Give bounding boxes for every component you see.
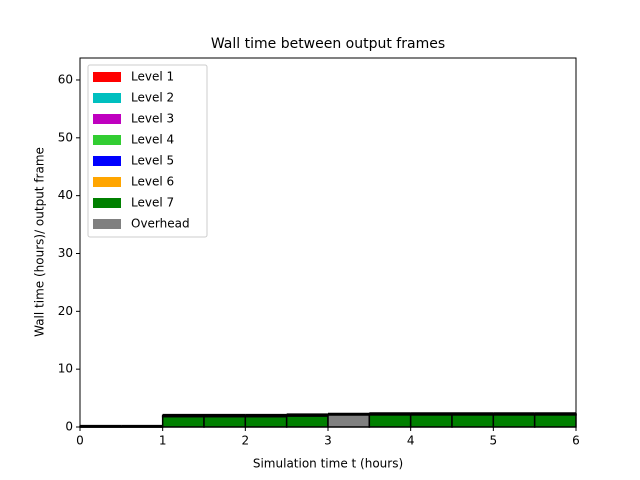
chart-title: Wall time between output frames xyxy=(211,36,445,52)
legend-swatch xyxy=(93,114,121,124)
y-tick-label: 30 xyxy=(58,246,73,260)
legend-label: Level 3 xyxy=(131,112,174,126)
legend-label: Level 4 xyxy=(131,133,174,147)
bar-segment xyxy=(285,415,329,428)
legend-swatch xyxy=(93,177,121,187)
legend-label: Level 2 xyxy=(131,91,174,105)
x-tick-label: 2 xyxy=(242,434,250,448)
x-tick-label: 3 xyxy=(324,434,332,448)
bar-segment xyxy=(244,415,288,428)
legend-box xyxy=(87,64,208,238)
bar-segment xyxy=(368,414,412,428)
legend-label: Level 5 xyxy=(131,154,174,168)
x-axis-label: Simulation time t (hours) xyxy=(253,457,403,471)
y-axis-label: Wall time (hours)/ output frame xyxy=(33,147,47,337)
bar-segment xyxy=(451,414,495,428)
y-tick-label: 40 xyxy=(58,188,73,202)
x-tick-label: 4 xyxy=(407,434,415,448)
bar-segment xyxy=(492,414,536,428)
y-tick-label: 50 xyxy=(58,130,73,144)
legend-label: Level 6 xyxy=(131,175,174,189)
bar-segment xyxy=(409,414,453,428)
legend-swatch xyxy=(93,135,121,145)
y-tick-label: 10 xyxy=(58,362,73,376)
bar-segment xyxy=(161,415,205,428)
legend-label: Level 1 xyxy=(131,70,174,84)
legend-label: Level 7 xyxy=(131,196,174,210)
legend-swatch xyxy=(93,72,121,82)
legend-swatch xyxy=(93,198,121,208)
x-tick-label: 6 xyxy=(572,434,580,448)
legend-swatch xyxy=(93,93,121,103)
x-tick-label: 0 xyxy=(76,434,84,448)
y-tick-label: 20 xyxy=(58,304,73,318)
y-tick-label: 60 xyxy=(58,72,73,86)
bar-segment xyxy=(327,413,371,428)
legend-label: Overhead xyxy=(131,217,190,231)
bar-segment xyxy=(533,414,577,428)
x-tick-label: 5 xyxy=(490,434,498,448)
x-tick-label: 1 xyxy=(159,434,167,448)
y-tick-label: 0 xyxy=(65,420,73,434)
bar-segment xyxy=(203,415,247,428)
legend-swatch xyxy=(93,156,121,166)
legend-swatch xyxy=(93,219,121,229)
